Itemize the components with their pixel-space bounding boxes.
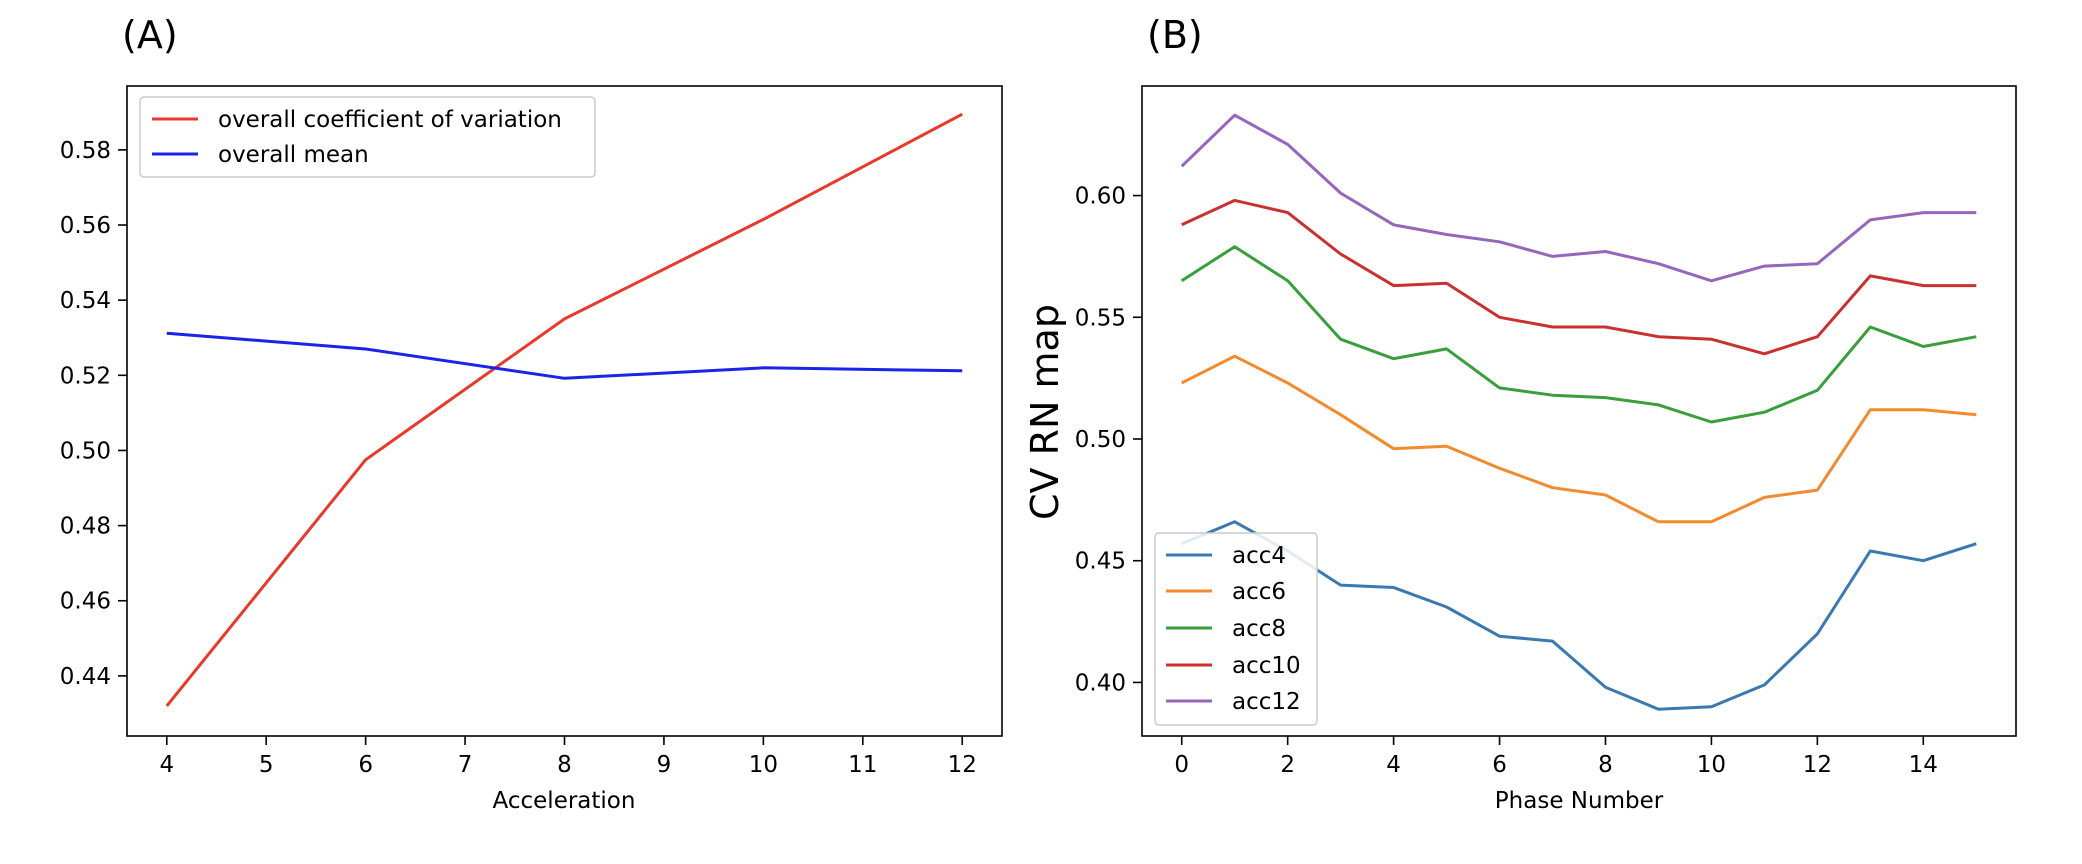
- panel-b-y-tick-label: 0.60: [1075, 184, 1126, 210]
- legend-label-acc8: acc8: [1232, 616, 1286, 642]
- panel-a-x-tick-label: 4: [159, 752, 174, 778]
- panel-b-x-tick-label: 8: [1598, 752, 1613, 778]
- panel-b-y-tick-label: 0.50: [1075, 427, 1126, 453]
- panel-b-y-axis-label: CV RN map: [1023, 304, 1067, 520]
- panel-b-y-tick-label: 0.40: [1075, 670, 1126, 696]
- panel-a-y-tick-label: 0.46: [60, 589, 111, 615]
- panel-b-x-ticks: 0 2 4 6 8 10 12 14: [1174, 736, 1938, 778]
- panel-b-y-tick-label: 0.45: [1075, 549, 1126, 575]
- panel-a-y-tick-label: 0.50: [60, 438, 111, 464]
- panel-b-x-tick-label: 14: [1909, 752, 1938, 778]
- panel-b-x-tick-label: 6: [1492, 752, 1507, 778]
- panel-b-x-tick-label: 12: [1803, 752, 1832, 778]
- panel-a-y-tick-label: 0.48: [60, 514, 111, 540]
- panel-a-legend: overall coefficient of variation overall…: [139, 96, 596, 178]
- panel-a-series-line-1: [166, 331, 963, 380]
- panel-b-series-line-2: [1180, 245, 1977, 424]
- panel-b-series-line-4: [1180, 113, 1977, 283]
- panel-b-legend: acc4 acc6 acc8 acc10 acc12: [1154, 532, 1318, 726]
- panel-a-x-tick-label: 5: [259, 752, 274, 778]
- legend-label-acc12: acc12: [1232, 689, 1301, 715]
- panel-b-label: (B): [1147, 13, 1203, 57]
- panel-a-series-layer: [165, 112, 963, 707]
- panel-a: (A) 4 5 6 7 8 9 10 11 12 0.44 0.46 0.48 0.50 0.52 0.5…: [60, 13, 1003, 814]
- panel-b-series-line-1: [1181, 354, 1977, 524]
- panel-a-x-tick-label: 12: [948, 752, 977, 778]
- panel-a-x-tick-label: 9: [657, 752, 672, 778]
- panel-b: (B) 0 2 4 6 8 10 12 14 0.40 0.45 0.50 0.55 0.60 Pha…: [1023, 13, 2017, 814]
- panel-b-series-line-3: [1181, 198, 1977, 356]
- panel-a-y-tick-label: 0.58: [60, 138, 111, 164]
- legend-label-mean: overall mean: [218, 142, 369, 168]
- panel-a-x-tick-label: 6: [358, 752, 373, 778]
- legend-label-cv: overall coefficient of variation: [218, 107, 562, 133]
- legend-label-acc10: acc10: [1232, 653, 1301, 679]
- panel-b-x-tick-label: 0: [1174, 752, 1189, 778]
- panel-a-y-tick-label: 0.44: [60, 664, 111, 690]
- panel-b-legend-box: [1154, 532, 1318, 726]
- panel-a-x-ticks: 4 5 6 7 8 9 10 11 12: [159, 736, 977, 778]
- panel-b-y-tick-label: 0.55: [1075, 305, 1126, 331]
- panel-a-series-line-0: [165, 112, 963, 707]
- panel-b-x-tick-label: 4: [1386, 752, 1401, 778]
- panel-b-x-tick-label: 2: [1280, 752, 1295, 778]
- panel-a-y-tick-label: 0.56: [60, 213, 111, 239]
- panel-a-x-tick-label: 7: [458, 752, 473, 778]
- panel-a-x-tick-label: 11: [848, 752, 877, 778]
- legend-label-acc6: acc6: [1232, 579, 1286, 605]
- panel-a-label: (A): [122, 13, 178, 57]
- panel-a-x-tick-label: 8: [557, 752, 572, 778]
- panel-a-x-axis-label: Acceleration: [493, 788, 636, 814]
- panel-a-plot-area: [126, 85, 1003, 737]
- panel-b-y-ticks: 0.40 0.45 0.50 0.55 0.60: [1075, 184, 1142, 696]
- panel-b-plot-area: [1141, 85, 2017, 737]
- panel-a-y-tick-label: 0.54: [60, 288, 111, 314]
- panel-b-series-layer: [1180, 113, 1977, 711]
- panel-a-x-tick-label: 10: [749, 752, 778, 778]
- legend-label-acc4: acc4: [1232, 543, 1286, 569]
- panel-b-x-axis-label: Phase Number: [1495, 788, 1664, 814]
- panel-a-legend-box: [139, 96, 596, 178]
- panel-b-x-tick-label: 10: [1697, 752, 1726, 778]
- panel-a-y-ticks: 0.44 0.46 0.48 0.50 0.52 0.54 0.56 0.58: [60, 138, 127, 690]
- panel-a-y-tick-label: 0.52: [60, 363, 111, 389]
